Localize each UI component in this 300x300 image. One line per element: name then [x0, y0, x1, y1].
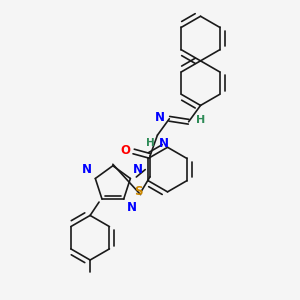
- Text: N: N: [155, 111, 165, 124]
- Text: N: N: [159, 136, 169, 150]
- Text: S: S: [134, 185, 142, 198]
- Text: N: N: [133, 163, 143, 176]
- Text: N: N: [127, 201, 137, 214]
- Text: N: N: [82, 163, 92, 176]
- Text: H: H: [196, 115, 205, 125]
- Text: O: O: [120, 143, 130, 157]
- Text: H: H: [146, 138, 154, 148]
